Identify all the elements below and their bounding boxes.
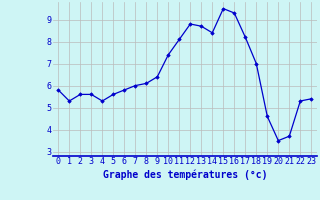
X-axis label: Graphe des températures (°c): Graphe des températures (°c) bbox=[102, 169, 267, 180]
